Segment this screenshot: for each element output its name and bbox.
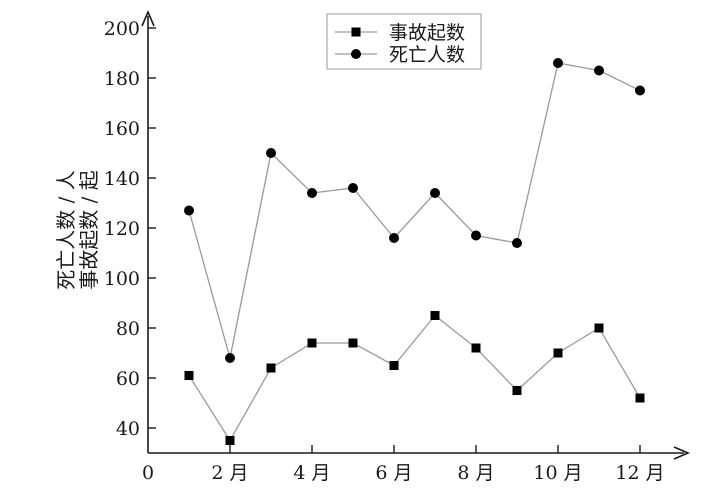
legend-label-deaths: 死亡人数 (389, 44, 465, 66)
data-point-square (512, 386, 522, 395)
y-tick-label: 120 (104, 218, 140, 240)
y-tick-label: 40 (116, 418, 140, 440)
series-accidents (184, 311, 645, 445)
y-axis-arrow (141, 9, 155, 27)
data-point-circle (266, 148, 276, 158)
series-line (188, 62, 641, 359)
y-tick-label: 160 (104, 118, 140, 140)
x-tick-label: 6 月 (375, 462, 412, 484)
data-point-circle (594, 65, 604, 76)
data-point-square (389, 361, 399, 370)
data-point-circle (389, 233, 399, 243)
data-point-circle (430, 188, 440, 198)
data-point-circle (635, 85, 645, 96)
data-point-square (471, 343, 481, 353)
data-point-circle (184, 205, 194, 216)
y-tick-label: 140 (104, 168, 140, 190)
data-point-circle (471, 230, 481, 241)
legend-square-marker (351, 27, 361, 37)
data-point-square (430, 311, 440, 320)
series-line (188, 314, 641, 442)
y-axis-title-line-2: 事故起数 / 起 (77, 170, 101, 289)
data-point-square (266, 363, 276, 373)
x-axis-ticks: 0 2 月 4 月 6 月 8 月 10 月 12 月 (142, 445, 665, 484)
data-point-square (225, 436, 235, 445)
data-point-circle (348, 183, 358, 193)
x-tick-label: 8 月 (457, 462, 494, 484)
data-point-circle (553, 58, 563, 68)
y-tick-label: 80 (116, 318, 140, 340)
data-point-square (184, 371, 194, 380)
x-tick-label: 0 (142, 462, 154, 484)
y-axis-ticks: 40 60 80 100 120 140 160 180 200 (104, 18, 156, 440)
data-point-circle (512, 238, 522, 248)
y-tick-label: 200 (104, 18, 140, 40)
data-point-square (553, 348, 563, 358)
x-tick-label: 12 月 (615, 462, 664, 484)
legend: 事故起数 死亡人数 (326, 13, 482, 70)
y-axis-title-line-1: 死亡人数 / 人 (54, 170, 78, 289)
data-point-square (635, 393, 645, 403)
series-layer (184, 58, 645, 445)
y-tick-label: 180 (104, 68, 140, 90)
legend-box (326, 13, 482, 70)
data-point-circle (307, 188, 317, 198)
x-tick-label: 4 月 (293, 462, 330, 484)
legend-label-accidents: 事故起数 (389, 22, 465, 44)
data-point-square (307, 338, 317, 348)
y-tick-label: 60 (116, 368, 140, 390)
data-point-square (348, 338, 358, 348)
x-axis-arrow (673, 446, 691, 460)
x-tick-label: 2 月 (211, 462, 248, 484)
data-point-square (594, 323, 604, 333)
x-tick-label: 10 月 (533, 462, 582, 484)
axes-layer (141, 9, 691, 460)
series-deaths (184, 58, 645, 363)
y-tick-label: 100 (104, 268, 140, 290)
y-axis-title: 死亡人数 / 人 事故起数 / 起 (54, 170, 101, 289)
legend-circle-marker (351, 49, 361, 59)
data-point-circle (225, 353, 235, 363)
